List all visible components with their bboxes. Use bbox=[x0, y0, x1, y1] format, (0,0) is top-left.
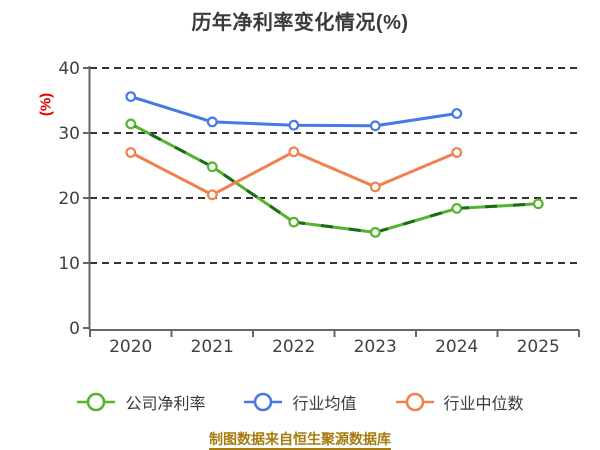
y-tick-label: 20 bbox=[58, 189, 80, 209]
data-point-marker bbox=[125, 118, 137, 130]
series-line-dash-overlay-0 bbox=[130, 122, 539, 234]
x-tick-label: 2021 bbox=[191, 337, 234, 357]
legend-item-industry-average: 行业均值 bbox=[243, 390, 357, 414]
x-tick-label: 2024 bbox=[435, 337, 478, 357]
data-point-marker bbox=[288, 119, 300, 131]
data-point-marker bbox=[369, 120, 381, 132]
data-point-marker bbox=[125, 147, 137, 158]
series-line-0 bbox=[129, 122, 540, 234]
x-tick-label: 2025 bbox=[517, 337, 560, 357]
data-point-marker bbox=[288, 146, 300, 158]
data-point-marker bbox=[288, 216, 300, 228]
x-tick-label: 2020 bbox=[109, 337, 152, 357]
y-tick-label: 0 bbox=[69, 319, 80, 339]
data-source-footer: 制图数据来自恒生聚源数据库 bbox=[0, 429, 600, 450]
chart-legend: 公司净利率 行业均值 行业中位数 bbox=[0, 390, 600, 414]
data-point-marker bbox=[125, 91, 137, 102]
legend-circle bbox=[254, 392, 273, 412]
legend-circle bbox=[87, 392, 106, 412]
data-point-marker bbox=[451, 108, 463, 119]
data-point-marker bbox=[206, 189, 218, 201]
chart-title: 历年净利率变化情况(%) bbox=[191, 12, 409, 34]
series-line-2 bbox=[129, 150, 459, 197]
legend-marker-industry-average-icon bbox=[244, 392, 283, 412]
legend-label-company-net-margin: 公司净利率 bbox=[125, 396, 206, 413]
legend-circle bbox=[405, 392, 424, 412]
legend-marker-company-net-margin-icon bbox=[77, 392, 116, 412]
y-tick-label: 10 bbox=[58, 254, 80, 274]
legend-label-industry-average: 行业均值 bbox=[292, 396, 357, 413]
data-point-marker bbox=[369, 226, 381, 238]
data-point-marker bbox=[532, 198, 544, 210]
legend-item-company-net-margin: 公司净利率 bbox=[76, 390, 205, 414]
data-point-marker bbox=[206, 116, 218, 128]
x-tick-label: 2022 bbox=[272, 337, 315, 357]
legend-marker-industry-median-icon bbox=[395, 392, 434, 412]
data-point-marker bbox=[451, 147, 463, 158]
data-point-marker bbox=[206, 161, 218, 173]
x-tick-label: 2023 bbox=[354, 337, 397, 357]
legend-label-industry-median: 行业中位数 bbox=[443, 396, 524, 413]
legend-item-industry-median: 行业中位数 bbox=[395, 390, 524, 414]
data-point-marker bbox=[369, 181, 381, 193]
y-tick-label: 40 bbox=[58, 59, 80, 79]
data-point-marker bbox=[451, 202, 463, 214]
y-tick-label: 30 bbox=[58, 124, 80, 144]
data-source-text: 制图数据来自恒生聚源数据库 bbox=[209, 431, 391, 450]
